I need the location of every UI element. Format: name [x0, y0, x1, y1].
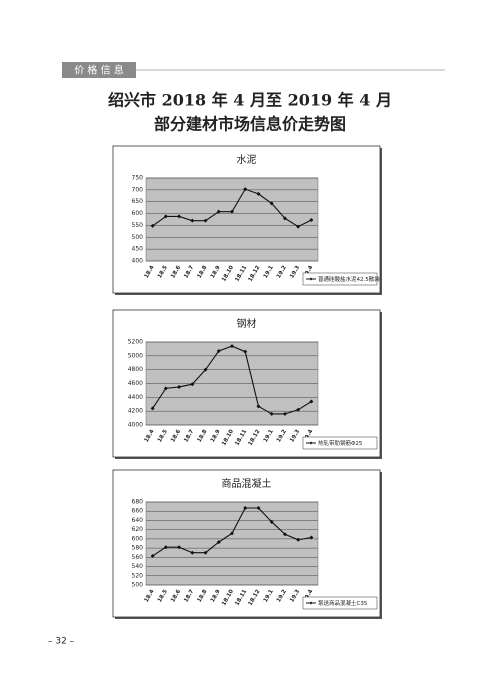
data-point: [243, 349, 248, 354]
y-tick-label: 4000: [128, 422, 143, 429]
legend-marker: [309, 441, 313, 445]
data-point: [256, 191, 261, 196]
y-tick-label: 680: [132, 499, 144, 506]
legend-box: [302, 596, 378, 610]
data-point: [269, 201, 274, 206]
y-tick-label: 650: [132, 198, 144, 205]
data-point: [309, 217, 314, 222]
data-point: [190, 218, 195, 223]
legend-box: [302, 272, 378, 286]
y-tick-label: 520: [132, 572, 144, 579]
y-tick-label: 4400: [128, 394, 143, 401]
data-point: [216, 209, 221, 214]
title-line: 绍兴市 2018 年 4 月至 2019 年 4 月: [108, 91, 392, 110]
data-point: [296, 224, 301, 229]
y-tick-label: 700: [132, 186, 144, 193]
data-point: [203, 218, 208, 223]
y-tick-label: 4200: [128, 408, 143, 415]
plot-area: [145, 177, 319, 262]
data-point: [177, 384, 182, 389]
legend-marker: [309, 601, 313, 605]
y-tick-label: 500: [132, 582, 144, 589]
legend-box: [302, 436, 378, 450]
data-point: [230, 209, 234, 214]
y-tick-label: 640: [132, 517, 144, 524]
y-tick-label: 550: [132, 222, 144, 229]
data-point: [203, 550, 208, 555]
data-point: [296, 407, 301, 412]
y-tick-label: 600: [132, 535, 144, 542]
data-point: [269, 411, 274, 416]
y-tick-label: 5200: [128, 339, 143, 346]
data-point: [177, 214, 182, 219]
data-point: [230, 531, 234, 536]
data-point: [243, 187, 248, 192]
data-point: [282, 411, 287, 416]
y-tick-label: 600: [132, 210, 144, 217]
y-tick-label: 580: [132, 545, 144, 552]
y-tick-label: 450: [132, 246, 144, 253]
data-point: [203, 367, 208, 372]
y-tick-label: 660: [132, 508, 144, 515]
y-tick-label: 4600: [128, 380, 143, 387]
chart-title: 水泥: [237, 153, 257, 166]
plot-area: [145, 501, 319, 586]
data-point: [296, 537, 301, 542]
data-point: [216, 540, 221, 545]
section-tag: [62, 62, 136, 78]
legend-label: 热轧带肋钢筋Φ25: [318, 439, 363, 447]
y-tick-label: 620: [132, 526, 144, 533]
title-line: 部分建材市场信息价走势图: [154, 115, 346, 134]
chart-title: 钢材: [237, 317, 257, 330]
y-tick-label: 750: [132, 175, 144, 182]
legend-label: 泵送商品混凝土C35: [318, 599, 368, 607]
data-point: [309, 399, 314, 404]
data-point: [230, 344, 234, 349]
data-point: [282, 532, 287, 537]
data-point: [256, 505, 261, 510]
data-point: [163, 214, 168, 219]
data-point: [309, 535, 314, 540]
data-point: [190, 382, 195, 387]
y-tick-label: 4800: [128, 366, 143, 373]
y-tick-label: 500: [132, 234, 144, 241]
section-label: 价 格 信 息: [74, 64, 124, 77]
legend-marker: [309, 277, 313, 281]
data-point: [177, 545, 182, 550]
y-tick-label: 560: [132, 554, 144, 561]
data-point: [150, 406, 155, 411]
y-tick-label: 400: [132, 258, 144, 265]
y-tick-label: 540: [132, 563, 144, 570]
data-point: [243, 505, 248, 510]
y-tick-label: 5000: [128, 352, 143, 359]
data-point: [163, 386, 168, 391]
legend-label: 普通硅酸盐水泥42.5散装: [318, 275, 380, 283]
data-point: [150, 223, 155, 228]
data-point: [282, 216, 287, 221]
data-point: [256, 404, 261, 409]
chart-title: 商品混凝土: [222, 477, 272, 490]
data-point: [269, 519, 274, 524]
data-point: [190, 550, 195, 555]
page-number: – 32 –: [48, 637, 75, 647]
data-point: [216, 348, 221, 353]
data-point: [163, 545, 168, 550]
data-point: [150, 553, 155, 558]
